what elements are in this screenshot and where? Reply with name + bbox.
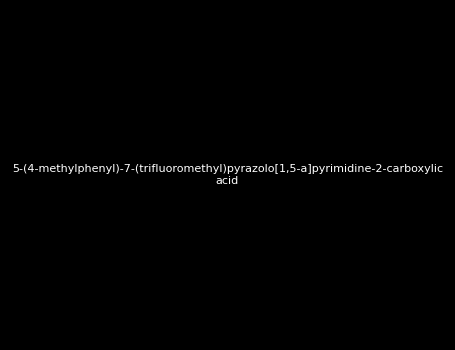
Text: 5-(4-methylphenyl)-7-(trifluoromethyl)pyrazolo[1,5-a]pyrimidine-2-carboxylic aci: 5-(4-methylphenyl)-7-(trifluoromethyl)py… xyxy=(12,164,443,186)
